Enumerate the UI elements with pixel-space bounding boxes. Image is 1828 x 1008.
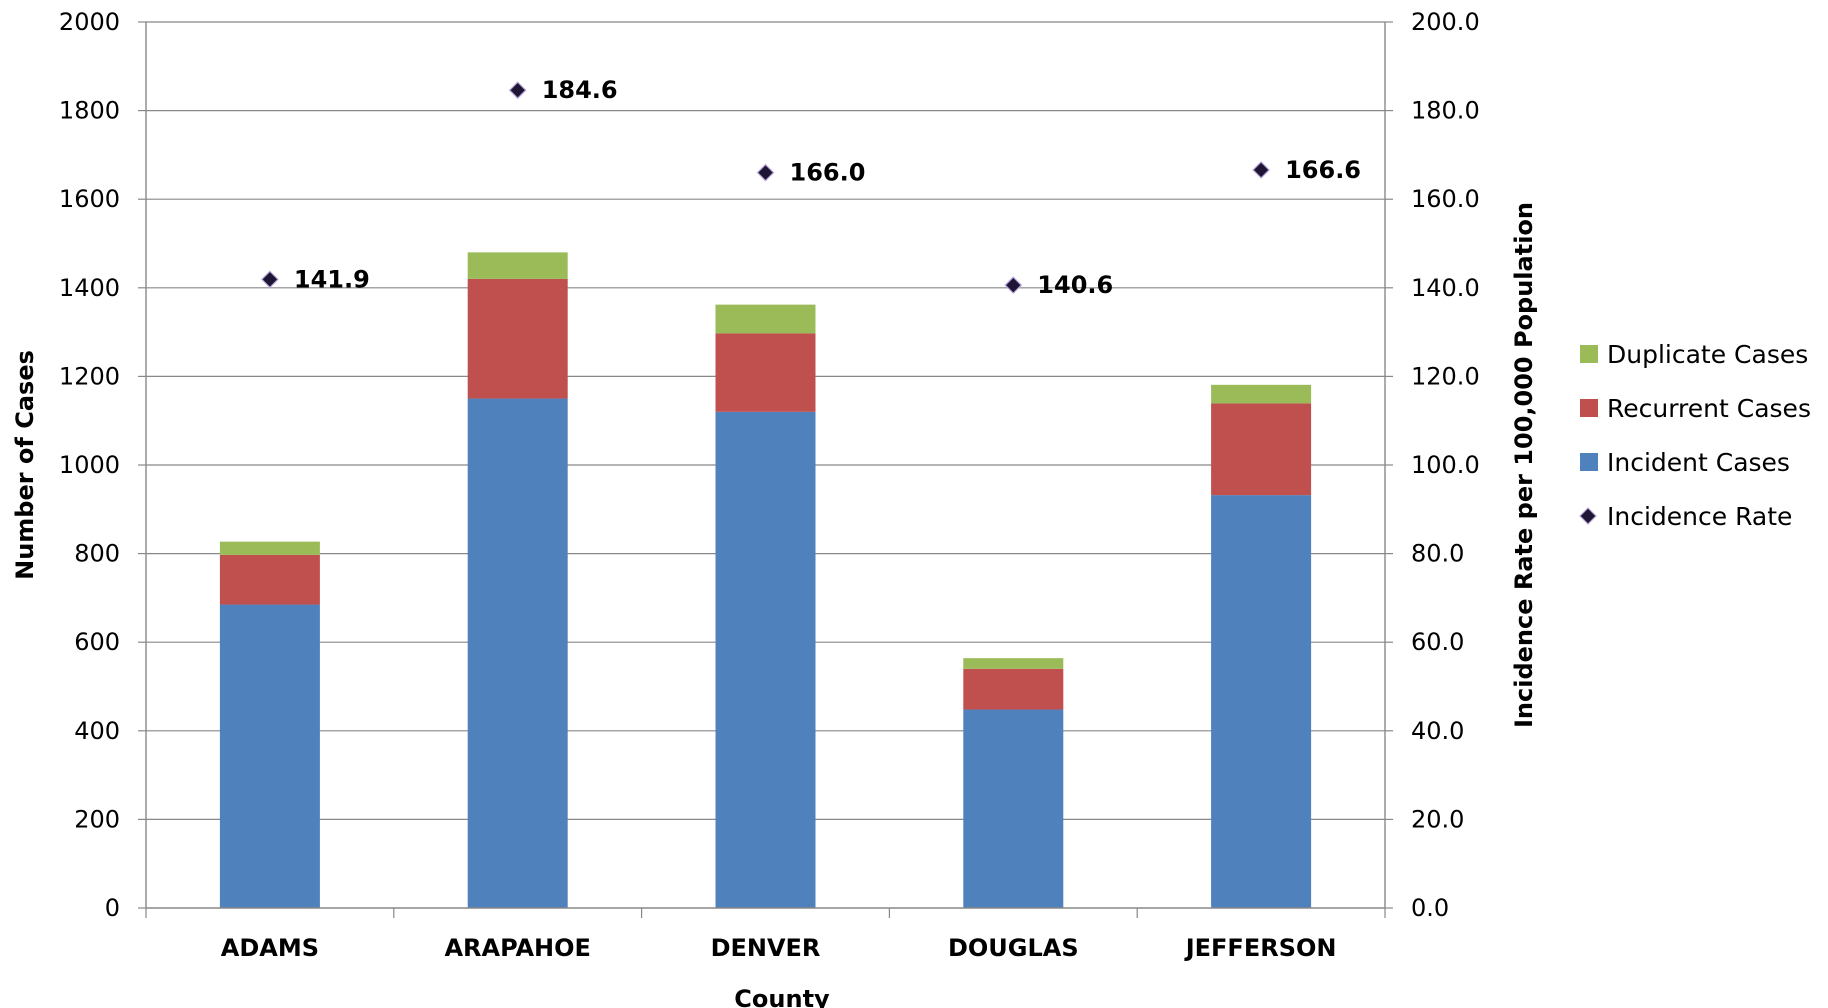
y-tick-label: 600: [74, 628, 120, 656]
y-tick-label: 0: [105, 894, 120, 922]
y2-tick-label: 120.0: [1411, 362, 1480, 390]
legend-swatch-icon: [1580, 399, 1598, 417]
incidence-rate-label: 141.9: [294, 265, 370, 293]
legend-item: Duplicate Cases: [1580, 340, 1808, 369]
y2-tick-label: 140.0: [1411, 274, 1480, 302]
bar-recurrent-cases: [715, 333, 816, 412]
legend-swatch-icon: [1580, 453, 1598, 471]
y-axis-title: Number of Cases: [11, 350, 39, 580]
bar-incident-cases: [219, 604, 320, 908]
bar-duplicate-cases: [1211, 384, 1312, 404]
incidence-rate-label: 166.6: [1285, 156, 1361, 184]
legend-item: Incidence Rate: [1579, 502, 1792, 531]
bar-duplicate-cases: [963, 658, 1064, 669]
tick-labels: 0 0.0 200 20.0 400 40.0 600 60.0 800 80.0 1000 100.…: [59, 8, 1480, 962]
legend-item: Incident Cases: [1580, 448, 1790, 477]
incidence-rate-marker: [1252, 161, 1270, 179]
incidence-rate-marker: [261, 270, 279, 289]
y-tick-label: 400: [74, 717, 120, 745]
x-tick-label: DENVER: [711, 934, 821, 962]
legend-label: Recurrent Cases: [1607, 394, 1811, 423]
incidence-rate-marker: [756, 163, 775, 182]
legend-swatch-icon: [1580, 345, 1598, 363]
legend: Duplicate Cases Recurrent Cases Incident C…: [1579, 340, 1811, 531]
bar-incident-cases: [1211, 495, 1312, 908]
bar-recurrent-cases: [467, 278, 568, 399]
y2-tick-label: 20.0: [1411, 805, 1464, 833]
incidence-rate-label: 166.0: [790, 159, 866, 187]
y2-tick-label: 200.0: [1411, 8, 1480, 36]
incidence-rate-marker: [508, 81, 527, 100]
y2-tick-label: 40.0: [1411, 717, 1464, 745]
y-tick-label: 2000: [59, 8, 120, 36]
bar-duplicate-cases: [715, 304, 816, 334]
y-tick-label: 200: [74, 805, 120, 833]
y-tick-label: 1600: [59, 185, 120, 213]
x-tick-label: JEFFERSON: [1184, 934, 1337, 962]
y2-tick-label: 80.0: [1411, 540, 1464, 568]
bar-duplicate-cases: [219, 541, 320, 555]
x-tick-label: DOUGLAS: [948, 934, 1079, 962]
bar-recurrent-cases: [1211, 403, 1312, 496]
y2-tick-label: 60.0: [1411, 628, 1464, 656]
legend-label: Duplicate Cases: [1607, 340, 1808, 369]
legend-label: Incident Cases: [1607, 448, 1790, 477]
x-tick-label: ADAMS: [221, 934, 319, 962]
bar-recurrent-cases: [219, 554, 320, 605]
y2-tick-label: 0.0: [1411, 894, 1449, 922]
y-tick-label: 1000: [59, 451, 120, 479]
y2-axis-title: Incidence Rate per 100,000 Population: [1510, 202, 1538, 728]
axes: [138, 21, 1393, 918]
incidence-rate-label: 140.6: [1037, 271, 1113, 299]
legend-diamond-icon: [1579, 507, 1597, 525]
y-tick-label: 1400: [59, 274, 120, 302]
y2-tick-label: 160.0: [1411, 185, 1480, 213]
bar-incident-cases: [467, 398, 568, 908]
incidence-rate-marker: [1004, 276, 1023, 294]
bar-incident-cases: [963, 709, 1064, 908]
bar-incident-cases: [715, 411, 816, 908]
y-tick-label: 1200: [59, 362, 120, 390]
legend-item: Recurrent Cases: [1580, 394, 1811, 423]
incidence-rate-label: 184.6: [542, 76, 618, 104]
legend-label: Incidence Rate: [1607, 502, 1792, 531]
x-axis-title: County: [734, 985, 830, 1008]
incidence-rate-markers: 141.9 184.6 166.0 140.6 166.6: [261, 76, 1361, 299]
y-tick-label: 1800: [59, 97, 120, 125]
y2-tick-label: 180.0: [1411, 97, 1480, 125]
bars: [219, 252, 1312, 908]
y-tick-label: 800: [74, 540, 120, 568]
bar-duplicate-cases: [467, 252, 568, 279]
x-tick-label: ARAPAHOE: [444, 934, 590, 962]
y2-tick-label: 100.0: [1411, 451, 1480, 479]
bar-recurrent-cases: [963, 668, 1064, 710]
